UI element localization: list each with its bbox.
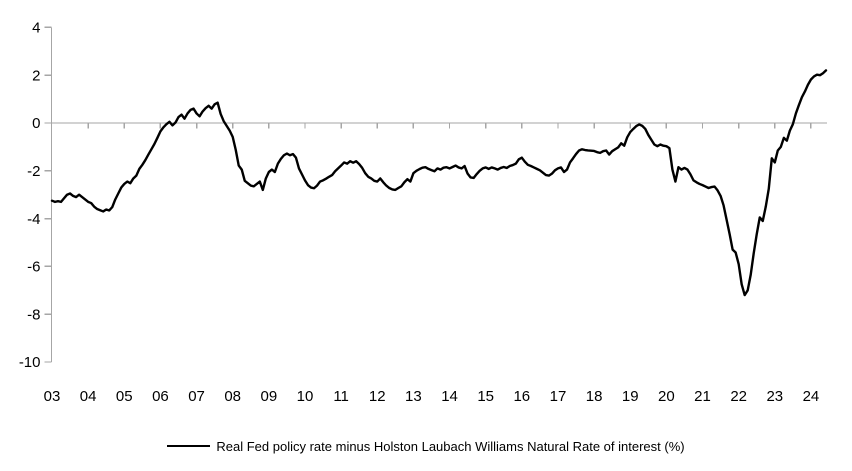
x-axis-tick-label: 14: [441, 388, 458, 405]
y-axis-tick-label: -8: [27, 306, 40, 323]
x-axis-tick-label: 07: [188, 388, 205, 405]
x-axis-tick-label: 03: [44, 388, 61, 405]
x-axis-tick-label: 20: [658, 388, 675, 405]
y-axis-tick-label: 2: [32, 67, 40, 84]
x-axis-tick-label: 15: [477, 388, 494, 405]
y-axis-tick-label: 0: [32, 115, 40, 132]
legend-line-swatch: [167, 445, 211, 447]
y-axis-tick-label: -2: [27, 163, 40, 180]
x-axis-tick-label: 12: [369, 388, 386, 405]
x-axis-tick-label: 09: [260, 388, 277, 405]
y-axis-tick-label: -10: [19, 354, 41, 371]
legend-label: Real Fed policy rate minus Holston Lauba…: [216, 438, 685, 454]
x-axis-tick-label: 11: [333, 388, 349, 405]
x-axis-tick-label: 08: [224, 388, 241, 405]
x-axis-tick-label: 19: [622, 388, 639, 405]
x-axis-tick-label: 23: [766, 388, 783, 405]
x-axis-tick-label: 05: [116, 388, 133, 405]
y-axis-tick-label: 4: [32, 20, 40, 37]
x-axis-tick-label: 10: [297, 388, 314, 405]
x-axis-tick-label: 13: [405, 388, 422, 405]
x-axis-tick-label: 16: [513, 388, 530, 405]
x-axis-tick-label: 18: [586, 388, 603, 405]
data-line: [50, 69, 828, 297]
x-axis-tick-label: 22: [730, 388, 747, 405]
y-axis-tick-label: -4: [27, 211, 40, 228]
x-axis-tick-label: 04: [80, 388, 97, 405]
x-axis-tick-label: 06: [152, 388, 169, 405]
x-axis-tick-label: 24: [803, 388, 820, 405]
y-axis-tick-label: -6: [27, 259, 40, 276]
chart-legend: Real Fed policy rate minus Holston Lauba…: [0, 433, 852, 459]
x-axis-tick-label: 21: [694, 388, 711, 405]
x-axis-tick-label: 17: [550, 388, 567, 405]
